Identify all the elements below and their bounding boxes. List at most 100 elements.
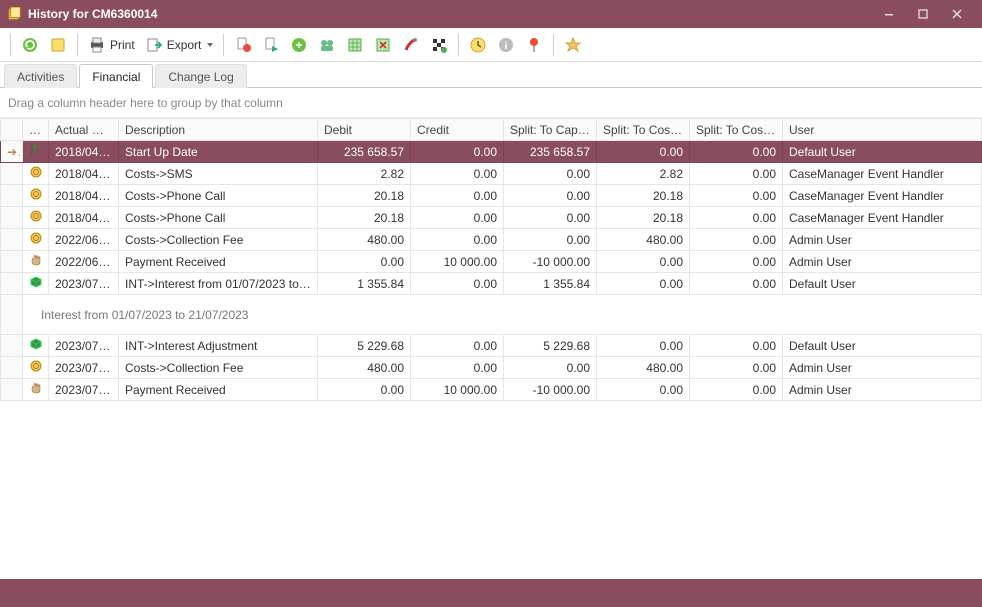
note-icon — [49, 36, 67, 54]
row-indicator — [1, 273, 23, 295]
cell-desc: Payment Received — [119, 251, 318, 273]
info-icon: i — [497, 36, 515, 54]
col-header-debit[interactable]: Debit — [318, 119, 411, 141]
cell-cost1: 2.82 — [597, 163, 690, 185]
table-row[interactable]: ➔2018/04/10Start Up Date235 658.570.0023… — [1, 141, 982, 163]
tab-changelog[interactable]: Change Log — [155, 64, 246, 88]
cell-date: 2018/04/27 — [49, 207, 119, 229]
table-row[interactable]: 2023/07/21Payment Received0.0010 000.00-… — [1, 379, 982, 401]
cell-cost2: 0.00 — [690, 273, 783, 295]
cell-user: Admin User — [783, 251, 982, 273]
current-row-arrow-icon: ➔ — [7, 145, 23, 159]
cell-cost1: 0.00 — [597, 141, 690, 163]
cell-cost1: 480.00 — [597, 357, 690, 379]
detail-text: Interest from 01/07/2023 to 21/07/2023 — [23, 295, 982, 335]
minimize-button[interactable] — [872, 0, 906, 28]
cell-cap: 0.00 — [504, 357, 597, 379]
group-by-bar[interactable]: Drag a column header here to group by th… — [0, 88, 982, 118]
note-button[interactable] — [45, 32, 71, 58]
pin-icon — [525, 36, 543, 54]
cell-cap: 0.00 — [504, 163, 597, 185]
row-indicator: ➔ — [1, 141, 23, 163]
tool-button-12[interactable] — [560, 32, 586, 58]
row-type-icon — [23, 251, 49, 273]
cell-credit: 0.00 — [411, 185, 504, 207]
cell-user: Default User — [783, 141, 982, 163]
cell-credit: 0.00 — [411, 229, 504, 251]
cell-user: Admin User — [783, 357, 982, 379]
col-header-credit[interactable]: Credit — [411, 119, 504, 141]
table-row[interactable]: 2018/04/20Costs->Phone Call20.180.000.00… — [1, 185, 982, 207]
cell-debit: 1 355.84 — [318, 273, 411, 295]
col-header-indicator[interactable] — [1, 119, 23, 141]
tab-financial[interactable]: Financial — [79, 64, 153, 88]
print-button[interactable]: Print — [84, 32, 139, 58]
maximize-button[interactable] — [906, 0, 940, 28]
col-header-date[interactable]: Actual D… — [49, 119, 119, 141]
refresh-button[interactable] — [17, 32, 43, 58]
tool-button-1[interactable] — [230, 32, 256, 58]
cell-cost2: 0.00 — [690, 141, 783, 163]
cell-cap: -10 000.00 — [504, 379, 597, 401]
cell-desc: INT->Interest from 01/07/2023 to 21/… — [119, 273, 318, 295]
col-header-icon[interactable]: … — [23, 119, 49, 141]
detail-spacer — [1, 295, 23, 335]
cell-cap: 0.00 — [504, 207, 597, 229]
cell-user: Admin User — [783, 229, 982, 251]
col-header-split-cost2[interactable]: Split: To Cost… — [690, 119, 783, 141]
col-header-description[interactable]: Description — [119, 119, 318, 141]
cell-cap: 0.00 — [504, 185, 597, 207]
cell-user: Admin User — [783, 379, 982, 401]
col-header-split-cost1[interactable]: Split: To Cost… — [597, 119, 690, 141]
export-icon — [145, 36, 163, 54]
table-row[interactable]: 2023/07/21Costs->Collection Fee480.000.0… — [1, 357, 982, 379]
tool-button-7[interactable] — [398, 32, 424, 58]
col-header-user[interactable]: User — [783, 119, 982, 141]
cell-user: Default User — [783, 335, 982, 357]
printer-icon — [88, 36, 106, 54]
cell-user: Default User — [783, 273, 982, 295]
tab-activities[interactable]: Activities — [4, 64, 77, 88]
refresh-icon — [21, 36, 39, 54]
financial-grid: … Actual D… Description Debit Credit Spl… — [0, 118, 982, 579]
row-indicator — [1, 229, 23, 251]
row-indicator — [1, 335, 23, 357]
row-indicator — [1, 357, 23, 379]
tool-button-6[interactable] — [370, 32, 396, 58]
cell-date: 2018/04/13 — [49, 163, 119, 185]
table-row[interactable]: 2023/07/21INT->Interest Adjustment5 229.… — [1, 335, 982, 357]
close-button[interactable] — [940, 0, 974, 28]
col-header-split-capital[interactable]: Split: To Capital — [504, 119, 597, 141]
table-row[interactable]: 2018/04/27Costs->Phone Call20.180.000.00… — [1, 207, 982, 229]
cell-date: 2022/06/07 — [49, 229, 119, 251]
cell-cost2: 0.00 — [690, 229, 783, 251]
table-row[interactable]: 2018/04/13Costs->SMS2.820.000.002.820.00… — [1, 163, 982, 185]
table-row[interactable]: 2023/07/21INT->Interest from 01/07/2023 … — [1, 273, 982, 295]
cell-credit: 0.00 — [411, 141, 504, 163]
cell-date: 2023/07/21 — [49, 379, 119, 401]
cell-debit: 0.00 — [318, 251, 411, 273]
tool-button-2[interactable] — [258, 32, 284, 58]
cell-desc: INT->Interest Adjustment — [119, 335, 318, 357]
row-indicator — [1, 207, 23, 229]
chevron-down-icon — [207, 43, 213, 47]
cell-date: 2018/04/10 — [49, 141, 119, 163]
tool-button-4[interactable] — [314, 32, 340, 58]
sheet-x-icon — [374, 36, 392, 54]
tool-button-5[interactable] — [342, 32, 368, 58]
grid-header-row: … Actual D… Description Debit Credit Spl… — [1, 119, 982, 141]
tool-button-11[interactable] — [521, 32, 547, 58]
sheet-green-icon — [346, 36, 364, 54]
tool-button-8[interactable] — [426, 32, 452, 58]
export-button[interactable]: Export — [141, 32, 218, 58]
cell-desc: Costs->Phone Call — [119, 185, 318, 207]
flag-checker-icon — [430, 36, 448, 54]
tool-button-3[interactable] — [286, 32, 312, 58]
tool-button-9[interactable] — [465, 32, 491, 58]
cell-debit: 20.18 — [318, 185, 411, 207]
table-row[interactable]: 2022/06/07Payment Received0.0010 000.00-… — [1, 251, 982, 273]
table-row[interactable]: 2022/06/07Costs->Collection Fee480.000.0… — [1, 229, 982, 251]
cell-credit: 0.00 — [411, 163, 504, 185]
cell-cap: 5 229.68 — [504, 335, 597, 357]
tool-button-10[interactable]: i — [493, 32, 519, 58]
